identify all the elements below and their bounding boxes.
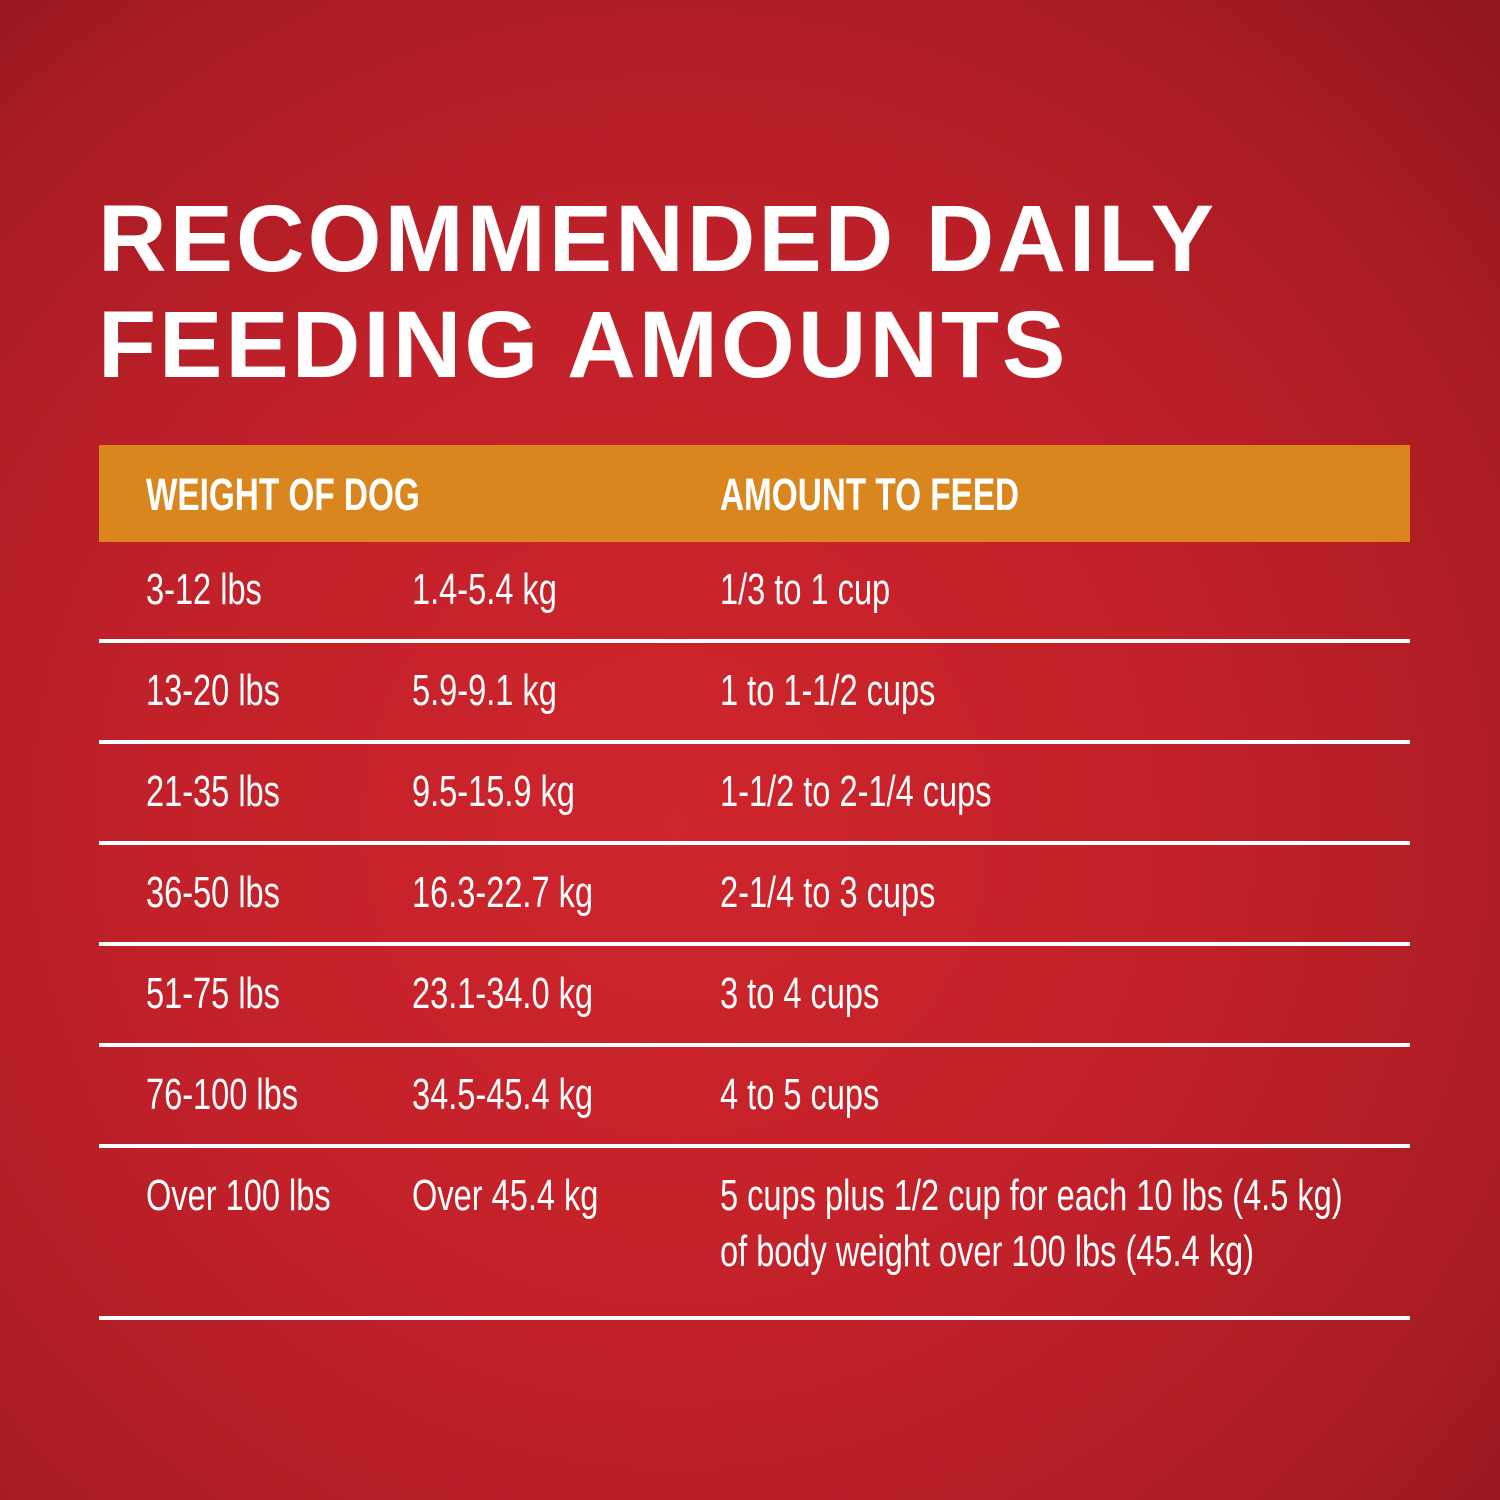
feed-amount: 1-1/2 to 2-1/4 cups: [720, 764, 991, 820]
table-row: 13-20 lbs 5.9-9.1 kg 1 to 1-1/2 cups: [99, 643, 1410, 744]
weight-kg: 23.1-34.0 kg: [412, 969, 594, 1018]
feed-amount: 3 to 4 cups: [720, 966, 879, 1022]
feed-amount-line: 1/3 to 1 cup: [720, 565, 891, 614]
feed-amount: 4 to 5 cups: [720, 1067, 879, 1123]
table-row: 21-35 lbs 9.5-15.9 kg 1-1/2 to 2-1/4 cup…: [99, 744, 1410, 845]
table-row: 51-75 lbs 23.1-34.0 kg 3 to 4 cups: [99, 946, 1410, 1047]
weight-lbs: 76-100 lbs: [146, 1070, 299, 1119]
table-row: 76-100 lbs 34.5-45.4 kg 4 to 5 cups: [99, 1047, 1410, 1148]
weight-lbs: 51-75 lbs: [146, 969, 280, 1018]
feed-amount-line: 5 cups plus 1/2 cup for each 10 lbs (4.5…: [720, 1171, 1343, 1220]
table-row: Over 100 lbs Over 45.4 kg 5 cups plus 1/…: [99, 1148, 1410, 1320]
feed-amount-line-2: of body weight over 100 lbs (45.4 kg): [720, 1227, 1254, 1276]
weight-lbs: 36-50 lbs: [146, 868, 280, 917]
weight-lbs: 21-35 lbs: [146, 767, 280, 816]
header-amount: AMOUNT TO FEED: [720, 469, 1020, 520]
table-row: 36-50 lbs 16.3-22.7 kg 2-1/4 to 3 cups: [99, 845, 1410, 946]
weight-kg: 34.5-45.4 kg: [412, 1070, 594, 1119]
feed-amount: 5 cups plus 1/2 cup for each 10 lbs (4.5…: [720, 1168, 1343, 1280]
feed-amount: 1 to 1-1/2 cups: [720, 663, 935, 719]
weight-kg: 5.9-9.1 kg: [412, 666, 557, 715]
title-line-2: FEEDING AMOUNTS: [98, 292, 1069, 398]
feed-amount-line: 4 to 5 cups: [720, 1070, 880, 1119]
weight-kg: 1.4-5.4 kg: [412, 565, 557, 614]
feed-amount: 1/3 to 1 cup: [720, 562, 890, 618]
weight-lbs: 13-20 lbs: [146, 666, 280, 715]
title-line-1: RECOMMENDED DAILY: [98, 186, 1217, 292]
feed-amount-line: 1-1/2 to 2-1/4 cups: [720, 767, 992, 816]
weight-kg: Over 45.4 kg: [412, 1171, 599, 1220]
weight-lbs: Over 100 lbs: [146, 1171, 331, 1220]
table-header: WEIGHT OF DOG AMOUNT TO FEED: [99, 445, 1410, 542]
header-weight: WEIGHT OF DOG: [146, 469, 420, 520]
feed-amount-line: 3 to 4 cups: [720, 969, 880, 1018]
feed-amount-line: 1 to 1-1/2 cups: [720, 666, 936, 715]
page-title: RECOMMENDED DAILY FEEDING AMOUNTS: [98, 186, 1217, 398]
feed-amount-line: 2-1/4 to 3 cups: [720, 868, 936, 917]
feed-amount: 2-1/4 to 3 cups: [720, 865, 935, 921]
weight-kg: 9.5-15.9 kg: [412, 767, 575, 816]
feeding-table: WEIGHT OF DOG AMOUNT TO FEED 3-12 lbs 1.…: [99, 445, 1410, 1320]
weight-kg: 16.3-22.7 kg: [412, 868, 594, 917]
weight-lbs: 3-12 lbs: [146, 565, 262, 614]
table-row: 3-12 lbs 1.4-5.4 kg 1/3 to 1 cup: [99, 542, 1410, 643]
